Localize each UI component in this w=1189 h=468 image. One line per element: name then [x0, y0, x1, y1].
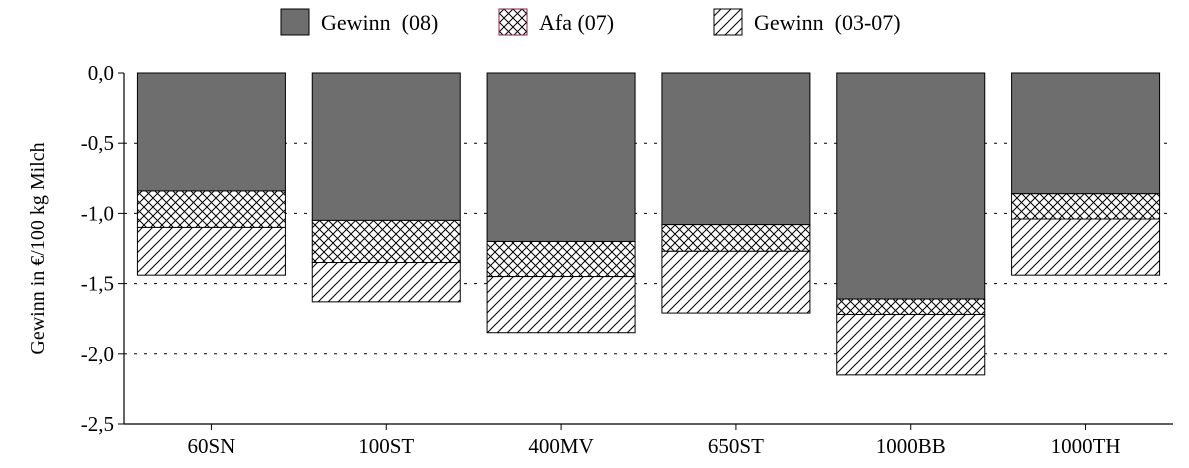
bar-650ST-series-2 [661, 224, 811, 252]
bar-400MV-series-2 [486, 240, 636, 278]
y-tick-label-0: 0,0 [88, 61, 114, 85]
bar-1000BB-series-2 [836, 298, 986, 315]
bar-650ST-series-3 [661, 250, 811, 314]
bar-1000TH-series-3 [1011, 218, 1161, 276]
y-tick-label-5: -2,5 [81, 412, 114, 436]
legend: Gewinn (08) Afa (07) Gewinn (03-07) [280, 8, 901, 36]
x-tick-label-2: 400MV [528, 434, 593, 458]
y-tick-label-3: -1,5 [81, 272, 114, 296]
bar-100ST-series-3 [311, 262, 461, 303]
y-tick-label-1: -0,5 [81, 131, 114, 155]
bar-60SN-series-3 [136, 226, 286, 276]
x-tick-label-5: 1000TH [1051, 434, 1121, 458]
bar-400MV-series-1 [486, 72, 636, 242]
bar-60SN-series-2 [136, 190, 286, 228]
legend-swatch-3 [713, 8, 743, 36]
legend-label-3: Gewinn (03-07) [754, 10, 901, 35]
legend-label-1: Gewinn (08) [321, 10, 438, 35]
axes: 0,0 -0,5 -1,0 -1,5 -2,0 -2,5 60SN 100ST 400MV 650… [81, 61, 1173, 458]
x-tick-label-1: 100ST [358, 434, 414, 458]
y-tick-label-4: -2,0 [81, 342, 114, 366]
bar-400MV-series-3 [486, 276, 636, 334]
bars [136, 72, 1161, 376]
x-tick-label-0: 60SN [187, 434, 235, 458]
bar-1000TH-series-1 [1011, 72, 1161, 195]
legend-swatch-2 [498, 8, 528, 36]
bar-1000BB-series-3 [836, 313, 986, 376]
legend-label-2: Afa (07) [539, 10, 614, 35]
bar-1000TH-series-2 [1011, 193, 1161, 220]
bar-100ST-series-2 [311, 219, 461, 264]
x-tick-label-4: 1000BB [876, 434, 946, 458]
bar-650ST-series-1 [661, 72, 811, 226]
y-tick-label-2: -1,0 [81, 201, 114, 225]
bar-1000BB-series-1 [836, 72, 986, 300]
y-axis-label: Gewinn in €/100 kg Milch [27, 142, 49, 354]
legend-swatch-1 [280, 8, 310, 36]
x-tick-label-3: 650ST [708, 434, 764, 458]
bar-60SN-series-1 [136, 72, 286, 192]
bar-100ST-series-1 [311, 72, 461, 221]
